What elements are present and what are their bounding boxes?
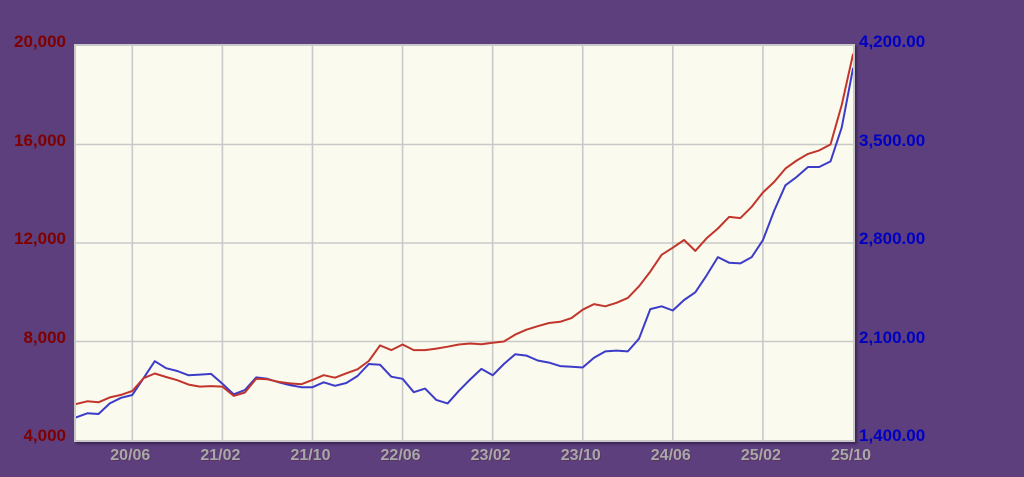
right-axis-tick-label: 3,500.00 (859, 130, 926, 150)
x-axis-tick-label: 23/02 (470, 447, 511, 464)
x-axis-tick-label: 20/06 (110, 447, 151, 464)
x-axis-tick-label: 23/10 (560, 447, 601, 464)
left-axis-tick-label: 8,000 (23, 327, 66, 347)
red-series-left-scale-line (76, 53, 853, 405)
x-axis-tick-label: 25/10 (830, 447, 872, 464)
right-axis-tick-label: 2,100.00 (859, 327, 926, 347)
left-axis-tick-label: 12,000 (14, 229, 66, 248)
right-axis-tick-label: 4,200.00 (859, 32, 926, 51)
left-axis-tick-label: 16,000 (14, 130, 66, 150)
right-axis-tick-label: 2,800.00 (859, 229, 926, 248)
plot-area (74, 44, 855, 442)
x-axis-tick-label: 24/06 (650, 447, 691, 464)
x-axis-tick-label: 21/02 (200, 447, 241, 464)
blue-series-right-scale-line (76, 67, 853, 419)
left-axis-tick-label: 4,000 (23, 426, 66, 445)
x-axis-tick-label: 21/10 (290, 447, 331, 464)
right-axis-tick-label: 1,400.00 (859, 426, 926, 445)
plot-canvas (76, 46, 853, 440)
left-axis-tick-label: 20,000 (14, 32, 66, 51)
x-axis-tick-label: 25/02 (740, 447, 781, 464)
x-axis-tick-label: 22/06 (380, 447, 421, 464)
